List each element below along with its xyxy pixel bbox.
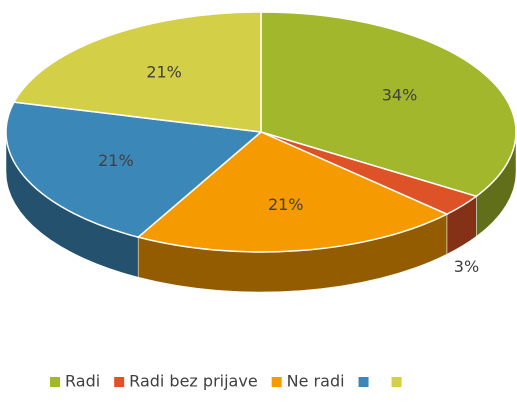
legend-swatch — [358, 377, 369, 387]
legend-swatch — [391, 377, 402, 387]
data-label: 21% — [268, 195, 304, 214]
legend-swatch — [114, 377, 125, 387]
data-label: 34% — [382, 86, 418, 105]
data-label: 21% — [146, 63, 182, 82]
legend-swatch — [50, 377, 60, 387]
legend-swatch — [271, 377, 282, 387]
data-label: 21% — [98, 151, 134, 170]
legend-label: Radi — [65, 372, 100, 391]
legend-label: Ne radi — [287, 372, 345, 391]
data-label: 3% — [454, 257, 479, 276]
legend-label: Radi bez prijave — [129, 372, 257, 391]
pie-slice — [12, 11, 262, 133]
pie-slice — [136, 131, 449, 253]
pie-slice — [260, 11, 517, 198]
pie-slice — [5, 101, 263, 238]
